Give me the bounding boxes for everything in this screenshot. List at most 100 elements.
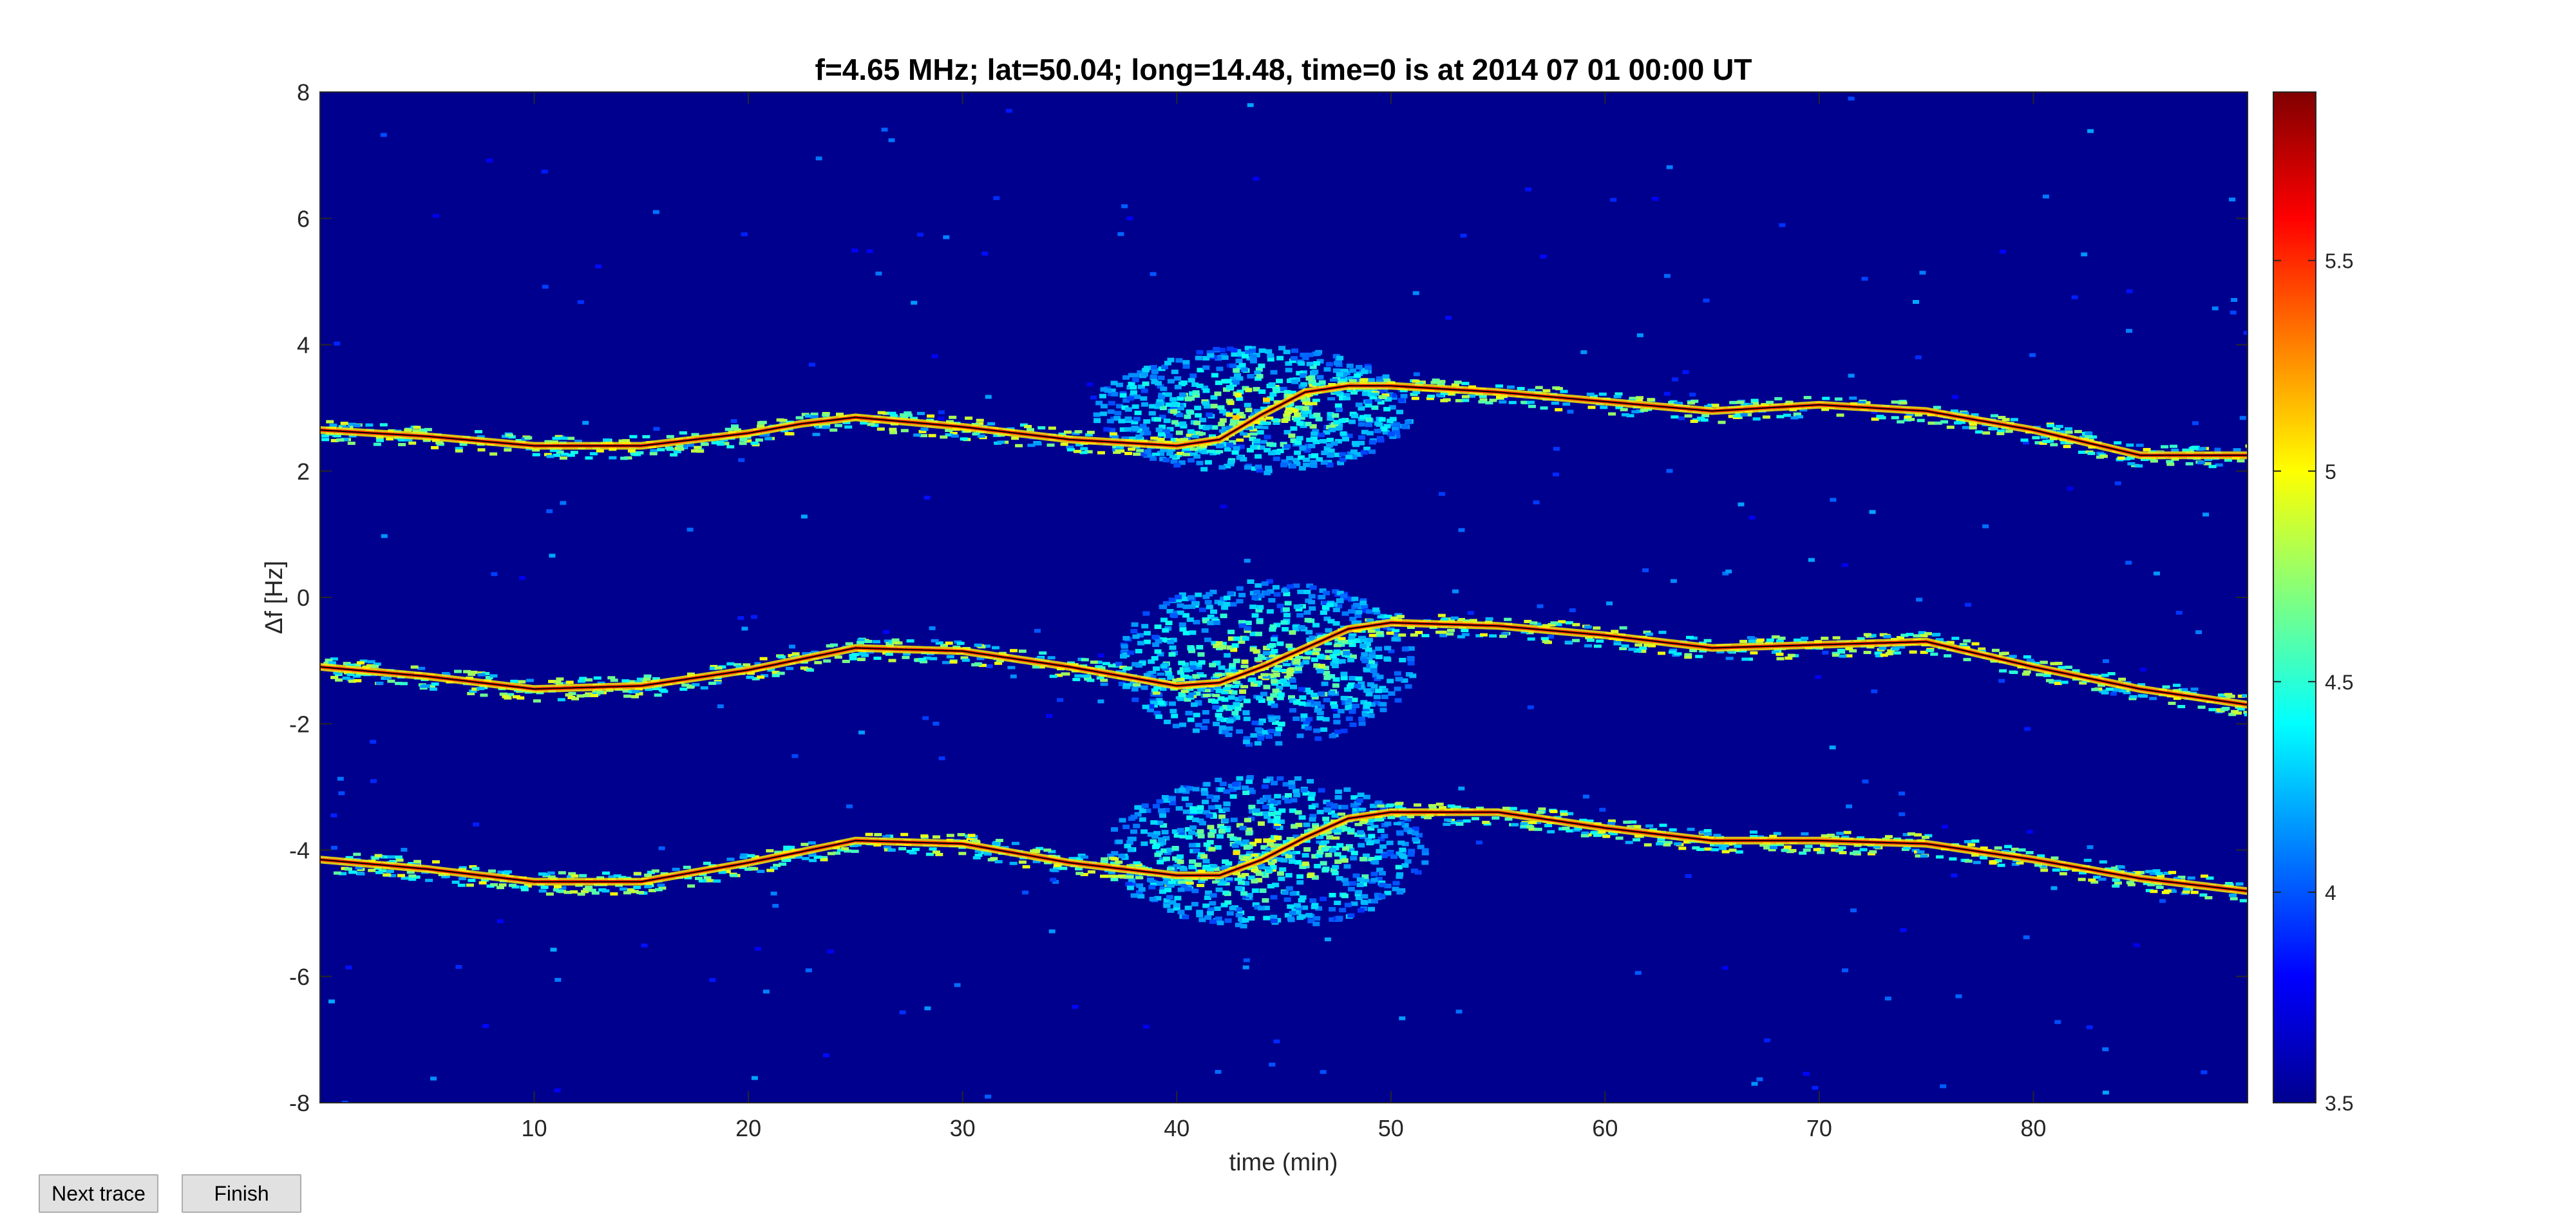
trace-speckle <box>683 865 691 869</box>
blob-cell <box>1195 662 1202 668</box>
trace-speckle <box>1904 415 1912 419</box>
trace-speckle <box>408 862 416 865</box>
blob-cell <box>1314 708 1321 713</box>
noise-cell <box>1756 1077 1763 1082</box>
blob-cell <box>1283 675 1291 680</box>
trace-speckle <box>974 662 982 666</box>
blob-cell <box>1333 720 1341 725</box>
trace-speckle <box>1891 647 1900 651</box>
trace-speckle <box>1766 638 1774 642</box>
trace-speckle <box>2112 884 2120 888</box>
blob-cell <box>1286 456 1294 461</box>
blob-cell <box>1256 604 1264 610</box>
trace-speckle <box>974 849 983 853</box>
blob-cell <box>1336 423 1343 428</box>
noise-cell <box>658 846 665 850</box>
blob-cell <box>1309 379 1316 384</box>
blob-cell <box>1159 810 1166 816</box>
blob-cell <box>1245 388 1253 393</box>
blob-cell <box>1178 460 1186 465</box>
trace-speckle <box>488 869 496 873</box>
trace-speckle <box>329 424 337 427</box>
trace-speckle <box>2127 883 2136 886</box>
trace-speckle <box>820 856 828 859</box>
trace-speckle <box>1454 380 1462 384</box>
blob-cell <box>1311 370 1319 375</box>
blob-cell <box>1242 785 1249 791</box>
noise-cell <box>2086 1025 2093 1029</box>
blob-cell <box>1275 741 1283 746</box>
trace-speckle <box>1871 417 1879 421</box>
blob-cell <box>1197 818 1204 823</box>
noise-cell <box>1121 204 1128 209</box>
trace-speckle <box>1266 657 1274 661</box>
blob-cell <box>1238 855 1246 860</box>
trace-speckle <box>1843 830 1852 834</box>
trace-speckle <box>686 444 694 447</box>
noise-cell <box>1567 409 1574 414</box>
noise-cell <box>943 235 950 239</box>
noise-cell <box>1915 355 1922 360</box>
trace-speckle <box>972 432 980 436</box>
trace-speckle <box>1128 436 1137 440</box>
blob-cell <box>1313 701 1321 706</box>
trace-speckle <box>1148 879 1157 883</box>
blob-cell <box>1251 613 1259 618</box>
blob-cell <box>1316 809 1324 814</box>
blob-cell <box>1188 646 1195 651</box>
trace-speckle <box>406 870 415 874</box>
blob-cell <box>1339 855 1347 860</box>
trace-speckle <box>1383 379 1391 382</box>
trace-speckle <box>1927 421 1936 425</box>
blob-cell <box>1119 818 1126 823</box>
trace-speckle <box>1520 822 1528 826</box>
trace-speckle <box>1224 684 1233 688</box>
blob-cell <box>1334 901 1341 905</box>
trace-speckle <box>1920 633 1928 637</box>
blob-cell <box>1349 709 1356 714</box>
blob-cell <box>1406 656 1414 661</box>
trace-speckle <box>1963 658 1971 662</box>
blob-cell <box>1404 859 1412 864</box>
blob-cell <box>1345 433 1353 438</box>
trace-speckle <box>2060 867 2069 871</box>
trace-speckle <box>425 879 433 883</box>
trace-speckle <box>631 453 639 456</box>
blob-cell <box>1366 709 1374 714</box>
blob-cell <box>1331 870 1339 876</box>
trace-speckle <box>918 429 927 433</box>
trace-speckle <box>1461 382 1470 386</box>
trace-speckle <box>1774 397 1783 400</box>
trace-speckle <box>457 883 466 887</box>
blob-cell <box>1345 706 1352 711</box>
noise-cell <box>1126 216 1133 221</box>
trace-speckle <box>1180 438 1189 442</box>
trace-speckle <box>726 857 735 861</box>
noise-cell <box>2067 487 2074 491</box>
noise-cell <box>549 554 556 558</box>
trace-speckle <box>2183 888 2191 892</box>
noise-cell <box>1057 698 1064 702</box>
blob-cell <box>1240 841 1247 847</box>
blob-cell <box>1352 442 1360 447</box>
blob-cell <box>1191 902 1198 906</box>
trace-speckle <box>1834 397 1842 401</box>
trace-speckle <box>1122 686 1130 689</box>
trace-speckle <box>1049 868 1057 872</box>
blob-cell <box>1322 717 1330 722</box>
trace-speckle <box>1844 654 1853 658</box>
trace-speckle <box>489 452 498 456</box>
blob-cell <box>1175 358 1183 363</box>
blob-cell <box>1293 461 1301 466</box>
blob-cell <box>1284 601 1292 606</box>
blob-cell <box>1234 706 1242 711</box>
trace-speckle <box>2091 688 2099 691</box>
blob-cell <box>1359 415 1367 420</box>
blob-cell <box>1172 856 1180 861</box>
trace-speckle <box>1312 398 1320 402</box>
blob-cell <box>1218 465 1226 470</box>
trace-speckle <box>731 427 739 431</box>
blob-cell <box>1327 416 1334 421</box>
trace-speckle <box>820 858 828 861</box>
trace-speckle <box>2065 666 2072 669</box>
